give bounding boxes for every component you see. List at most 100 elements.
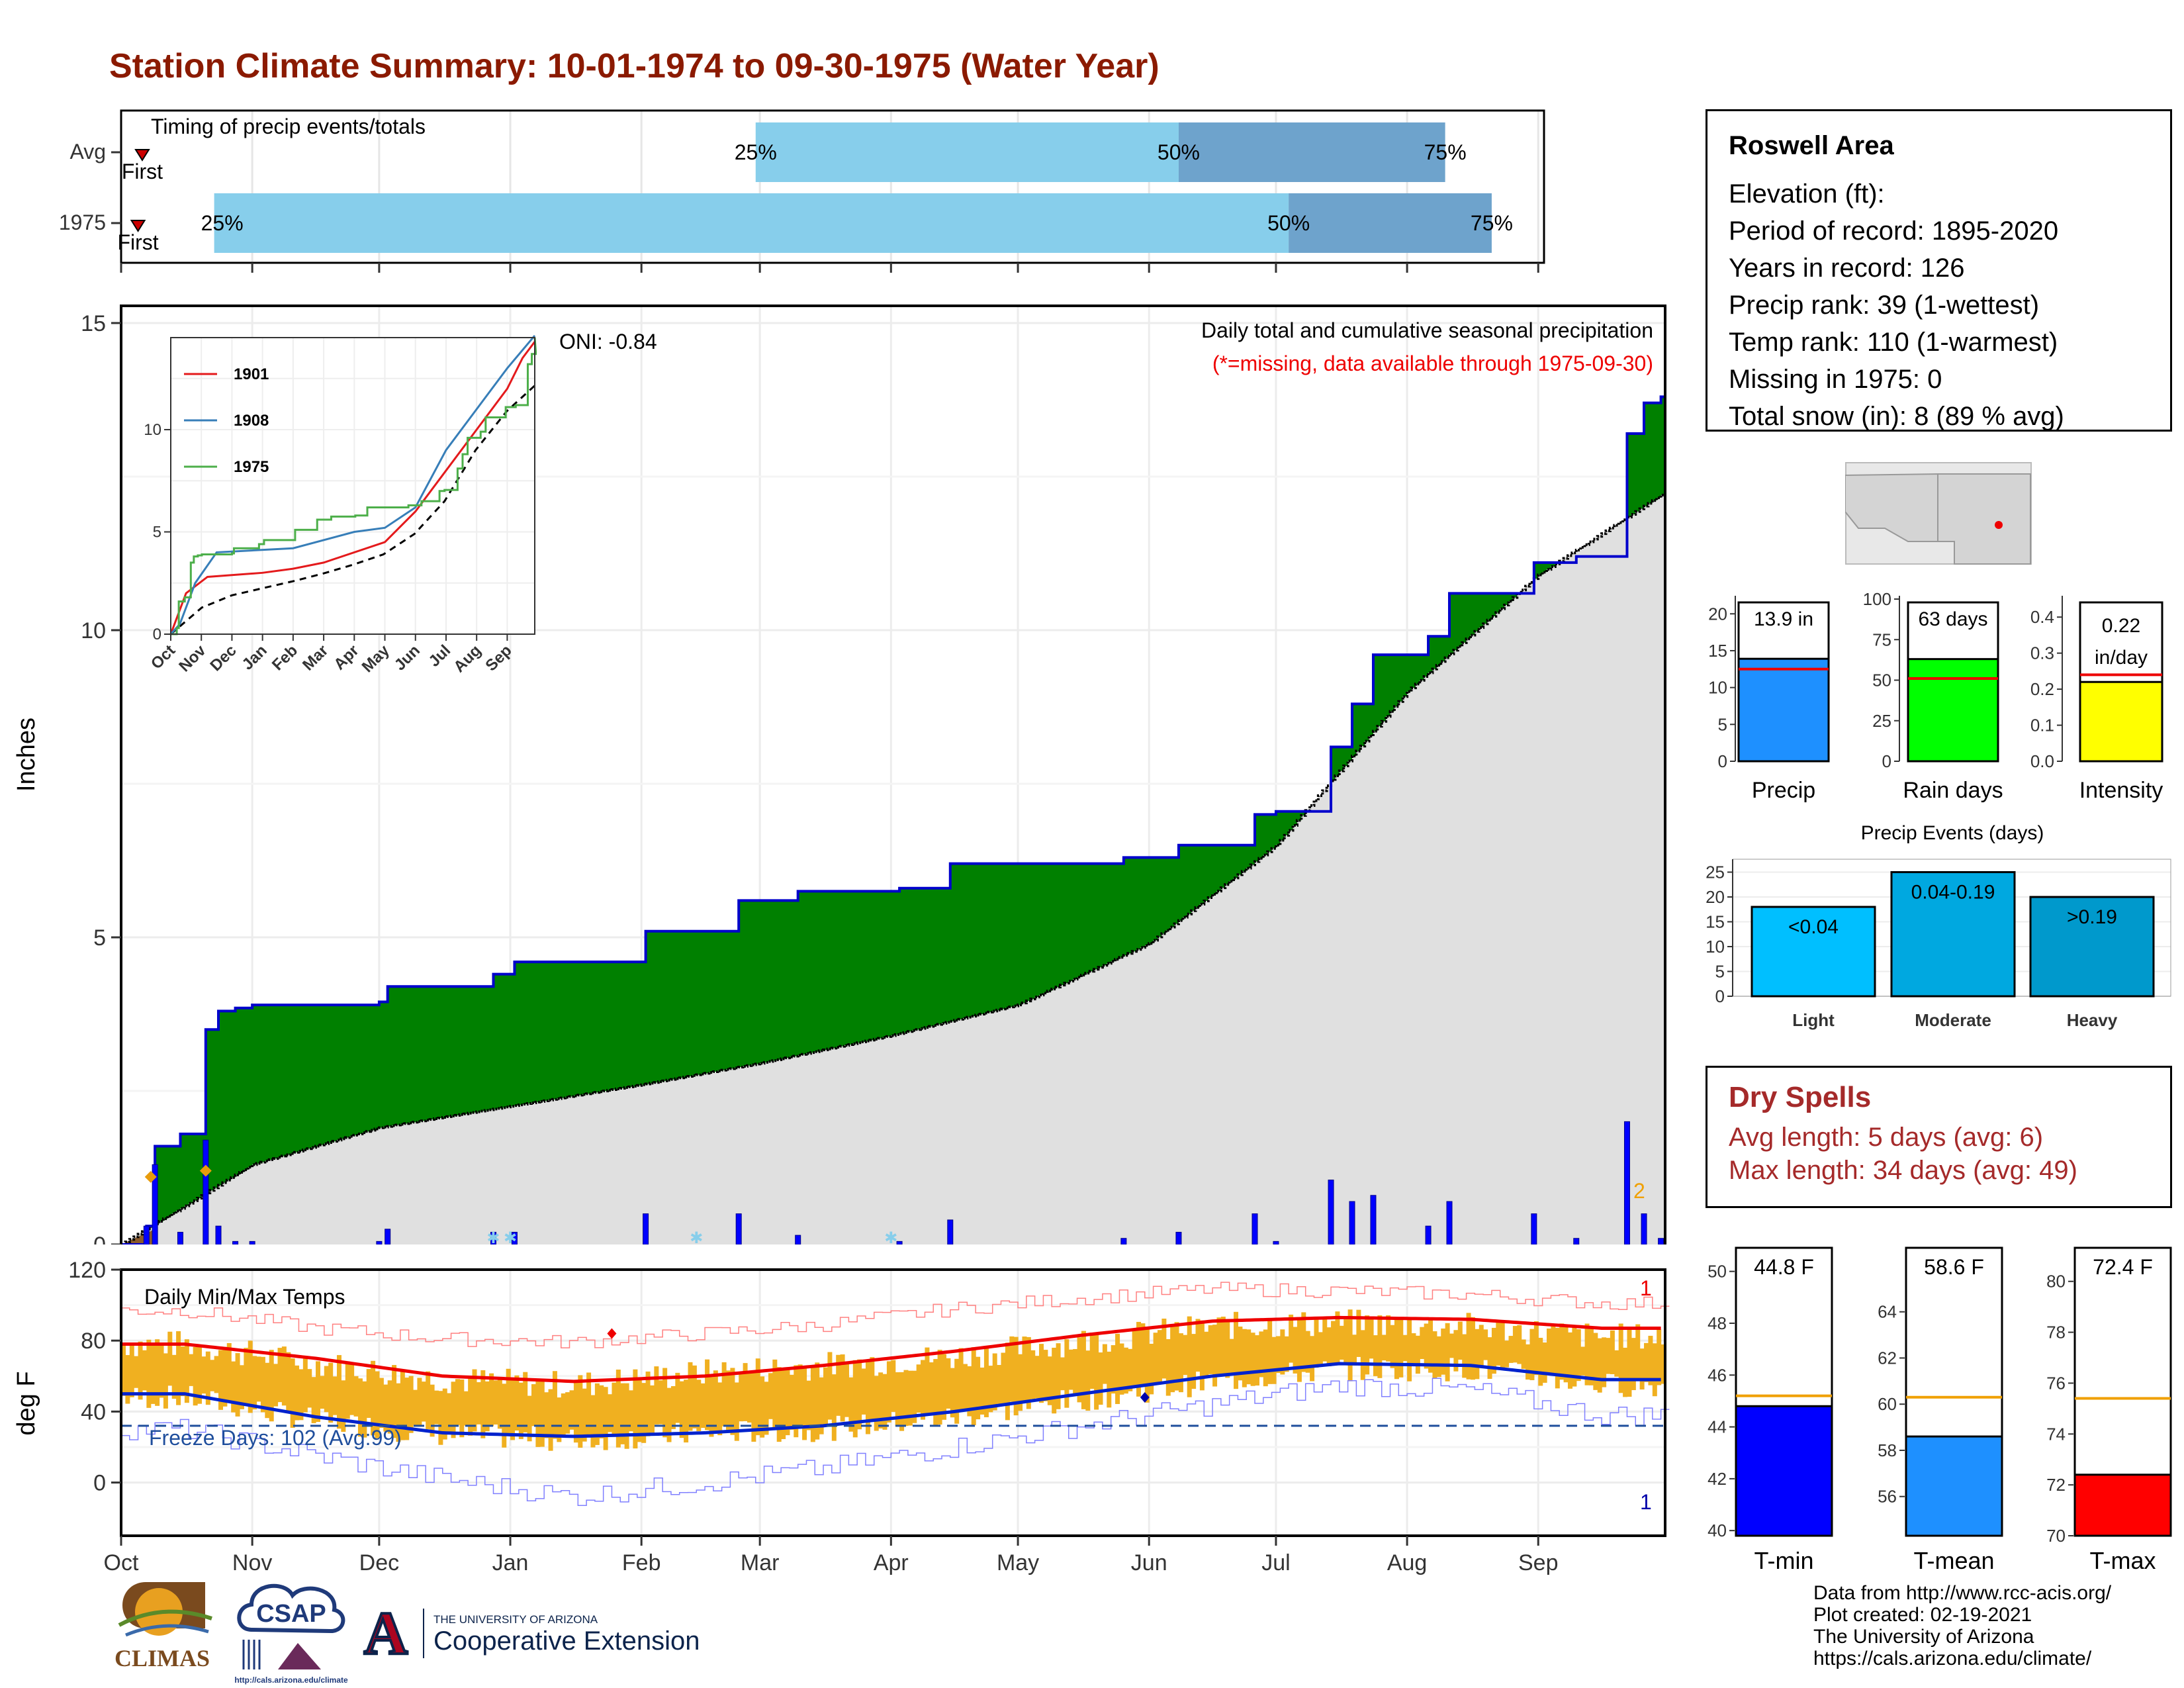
daily-temp-bar [967, 1366, 972, 1417]
daily-temp-bar [1009, 1336, 1015, 1402]
daily-temp-bar [1623, 1347, 1628, 1397]
daily-temp-bar [1026, 1336, 1031, 1409]
daily-temp-bar [404, 1378, 410, 1440]
ua-top-text: THE UNIVERSITY OF ARIZONA [433, 1613, 598, 1626]
inset-legend-label: 1908 [234, 412, 269, 430]
daily-temp-bar [1034, 1356, 1040, 1399]
temp-xtick-label: Mar [741, 1550, 780, 1575]
daily-precip-bar [1273, 1241, 1279, 1244]
daily-temp-bar [1453, 1330, 1459, 1372]
page-title: Station Climate Summary: 10-01-1974 to 0… [109, 47, 1160, 85]
precip-events-chart: Precip Events (days) 0 5 10 15 20 25 <0.04 Light… [1706, 822, 2171, 1030]
daily-temp-bar [1144, 1328, 1150, 1403]
csap-logo-text: CSAP [256, 1600, 326, 1628]
daily-temp-bar [1496, 1319, 1501, 1366]
daily-precip-bar [947, 1219, 954, 1244]
temp-bar-label: T-max [2089, 1547, 2156, 1574]
daily-temp-bar [565, 1392, 570, 1434]
daily-temp-bar [171, 1354, 177, 1399]
temp-xtick-label: Jan [492, 1550, 529, 1575]
daily-temp-bar [1212, 1325, 1218, 1387]
daily-temp-bar [933, 1358, 938, 1425]
daily-temp-bar [1533, 1321, 1539, 1376]
daily-temp-bar [1369, 1319, 1374, 1359]
temp-bar-tick: 78 [2046, 1323, 2066, 1342]
daily-temp-bar [983, 1346, 989, 1417]
daily-temp-bar [1047, 1356, 1052, 1405]
station-location-icon [1995, 521, 2003, 529]
credit-line: The University of Arizona [1813, 1626, 2034, 1648]
daily-temp-bar [459, 1379, 465, 1438]
daily-precip-bar [376, 1241, 383, 1244]
temp-bar-charts: 40 42 44 46 48 50 44.8 F T-min 56 58 60 62 64 58.6 F T… [1707, 1246, 2172, 1574]
daily-temp-bar [1013, 1336, 1019, 1416]
daily-temp-bar [1394, 1319, 1399, 1380]
daily-precip-bar [385, 1229, 391, 1244]
temp-bar-tick: 48 [1707, 1313, 1727, 1333]
daily-temp-bar [776, 1367, 782, 1442]
daily-temp-bar [1064, 1339, 1069, 1408]
freeze-days-label: Freeze Days: 102 (Avg:99) [149, 1426, 402, 1450]
temp-xtick-label: Nov [232, 1550, 272, 1575]
daily-temp-bar [907, 1370, 913, 1426]
ua-a-icon: A [364, 1602, 408, 1662]
daily-temp-bar [142, 1350, 147, 1391]
daily-temp-bar [366, 1369, 371, 1418]
daily-temp-bar [214, 1356, 219, 1393]
timing-p25-label: 25% [735, 140, 777, 164]
ua-logo: A THE UNIVERSITY OF ARIZONA Cooperative … [359, 1602, 700, 1662]
daily-temp-bar [1547, 1329, 1552, 1374]
daily-temp-bar [789, 1374, 794, 1430]
daily-temp-bar [316, 1361, 321, 1423]
daily-temp-bar [332, 1376, 338, 1415]
daily-temp-bar [1411, 1333, 1416, 1366]
daily-temp-bar [463, 1391, 469, 1426]
daily-temp-bar [1094, 1335, 1099, 1410]
daily-precip-marker [144, 1170, 157, 1183]
precip-ytick-label: 10 [81, 618, 106, 643]
daily-temp-bar [1335, 1311, 1340, 1364]
events-bar [2029, 896, 2155, 998]
daily-temp-bar [1301, 1312, 1306, 1372]
temp-bar-tick: 42 [1707, 1469, 1727, 1489]
daily-temp-bar [726, 1370, 731, 1432]
daily-temp-bar [899, 1372, 905, 1431]
daily-temp-bar [201, 1356, 206, 1394]
daily-temp-bar [815, 1362, 820, 1440]
events-bar [1751, 906, 1876, 998]
daily-temp-bar [1347, 1309, 1353, 1382]
daily-temp-bar [1360, 1330, 1365, 1380]
daily-temp-bar [1512, 1326, 1518, 1363]
daily-temp-bar [1428, 1317, 1433, 1373]
daily-temp-bar [442, 1388, 447, 1440]
daily-temp-bar [1479, 1325, 1484, 1367]
daily-temp-bar [531, 1384, 536, 1427]
daily-temp-bar [874, 1376, 879, 1431]
daily-temp-bar [371, 1360, 376, 1436]
daily-temp-bar [836, 1354, 841, 1416]
csap-url: http://cals.arizona.edu/climate [234, 1675, 348, 1685]
temp-bar-value [1905, 1435, 2003, 1537]
timing-p25-label: 25% [201, 211, 244, 235]
daily-temp-bar [1618, 1323, 1623, 1393]
daily-temp-bar [1289, 1314, 1294, 1363]
avg-cumulative-line [121, 493, 1665, 1244]
daily-temp-bar [1208, 1325, 1213, 1374]
daily-precip-bar [1658, 1238, 1664, 1244]
station-name: Roswell Area [1729, 131, 1894, 160]
events-bar-value-label: 0.04-0.19 [1911, 882, 1995, 904]
station-info-line: Years in record: 126 [1729, 254, 1965, 283]
temp-xtick-label: Jun [1131, 1550, 1167, 1575]
mini-bar-value-label: 63 days [1918, 608, 1987, 630]
daily-temp-bar [1639, 1348, 1645, 1390]
daily-precip-bar [643, 1213, 649, 1244]
daily-temp-bar [692, 1365, 697, 1429]
daily-temp-bar [852, 1360, 858, 1438]
daily-temp-bar [662, 1368, 668, 1438]
daily-temp-bar [1157, 1330, 1162, 1382]
daily-temp-bar [1107, 1351, 1112, 1408]
daily-temp-bar [1644, 1342, 1649, 1382]
events-tick: 20 [1706, 887, 1725, 907]
daily-temp-bar [1132, 1329, 1137, 1388]
daily-temp-bar [146, 1339, 152, 1408]
